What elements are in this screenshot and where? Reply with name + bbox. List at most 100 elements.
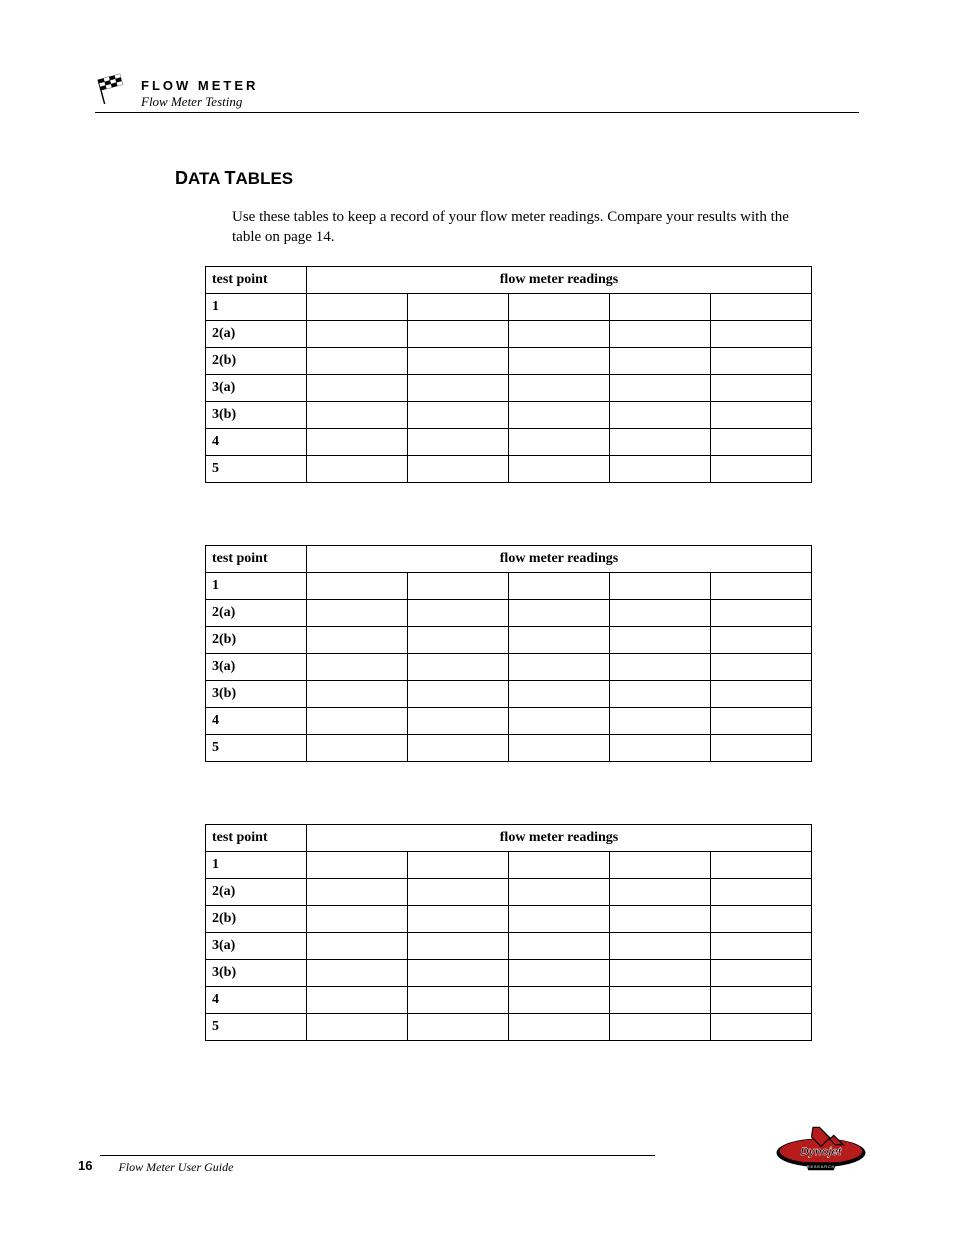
reading-cell	[408, 428, 509, 455]
page-number: 16	[78, 1158, 92, 1173]
data-table: test pointflow meter readings12(a)2(b)3(…	[205, 545, 812, 762]
table-row: 5	[206, 734, 812, 761]
dynojet-logo: Dynojet RESEARCH	[773, 1121, 869, 1175]
section-title: DATA TABLES	[175, 168, 859, 189]
reading-cell	[307, 707, 408, 734]
testpoint-label: 2(a)	[206, 320, 307, 347]
reading-cell	[711, 455, 812, 482]
reading-cell	[610, 878, 711, 905]
reading-cell	[711, 905, 812, 932]
testpoint-label: 2(b)	[206, 905, 307, 932]
testpoint-label: 5	[206, 734, 307, 761]
reading-cell	[408, 401, 509, 428]
reading-cell	[307, 1013, 408, 1040]
testpoint-label: 5	[206, 455, 307, 482]
reading-cell	[610, 734, 711, 761]
testpoint-label: 1	[206, 851, 307, 878]
reading-cell	[509, 455, 610, 482]
testpoint-label: 3(a)	[206, 653, 307, 680]
reading-cell	[610, 1013, 711, 1040]
reading-cell	[509, 851, 610, 878]
reading-cell	[307, 680, 408, 707]
reading-cell	[711, 986, 812, 1013]
data-table: test pointflow meter readings12(a)2(b)3(…	[205, 266, 812, 483]
reading-cell	[509, 320, 610, 347]
reading-cell	[307, 905, 408, 932]
testpoint-label: 2(a)	[206, 599, 307, 626]
table-row: 1	[206, 293, 812, 320]
table-row: 3(b)	[206, 401, 812, 428]
reading-cell	[610, 320, 711, 347]
reading-cell	[610, 293, 711, 320]
table-row: 3(a)	[206, 932, 812, 959]
reading-cell	[408, 986, 509, 1013]
reading-cell	[408, 374, 509, 401]
testpoint-label: 2(a)	[206, 878, 307, 905]
reading-cell	[408, 851, 509, 878]
reading-cell	[711, 932, 812, 959]
data-table: test pointflow meter readings12(a)2(b)3(…	[205, 824, 812, 1041]
testpoint-label: 3(b)	[206, 401, 307, 428]
reading-cell	[307, 878, 408, 905]
reading-cell	[408, 932, 509, 959]
reading-cell	[307, 401, 408, 428]
testpoint-label: 3(b)	[206, 959, 307, 986]
reading-cell	[711, 626, 812, 653]
reading-cell	[408, 320, 509, 347]
reading-cell	[509, 734, 610, 761]
reading-cell	[509, 959, 610, 986]
reading-cell	[610, 905, 711, 932]
table-row: 5	[206, 1013, 812, 1040]
reading-cell	[307, 653, 408, 680]
reading-cell	[509, 986, 610, 1013]
table-row: 3(a)	[206, 653, 812, 680]
reading-cell	[711, 428, 812, 455]
table-row: 1	[206, 851, 812, 878]
reading-cell	[610, 680, 711, 707]
reading-cell	[307, 599, 408, 626]
footer-rule	[100, 1155, 655, 1156]
reading-cell	[711, 374, 812, 401]
reading-cell	[509, 374, 610, 401]
reading-cell	[711, 680, 812, 707]
svg-text:Dynojet: Dynojet	[801, 1146, 843, 1158]
reading-cell	[509, 347, 610, 374]
reading-cell	[610, 374, 711, 401]
reading-cell	[509, 680, 610, 707]
table-row: 2(b)	[206, 347, 812, 374]
testpoint-label: 3(a)	[206, 374, 307, 401]
table-row: 3(b)	[206, 680, 812, 707]
reading-cell	[509, 599, 610, 626]
table-row: 2(b)	[206, 626, 812, 653]
reading-cell	[711, 401, 812, 428]
reading-cell	[408, 653, 509, 680]
reading-cell	[610, 347, 711, 374]
reading-cell	[711, 572, 812, 599]
section-intro: Use these tables to keep a record of you…	[232, 207, 799, 248]
reading-cell	[307, 734, 408, 761]
reading-cell	[610, 851, 711, 878]
testpoint-label: 3(a)	[206, 932, 307, 959]
reading-cell	[307, 932, 408, 959]
reading-cell	[610, 707, 711, 734]
reading-cell	[509, 572, 610, 599]
header-title: FLOW METER	[141, 78, 258, 93]
reading-cell	[610, 959, 711, 986]
reading-cell	[509, 932, 610, 959]
reading-cell	[408, 680, 509, 707]
reading-cell	[408, 905, 509, 932]
header-subtitle: Flow Meter Testing	[141, 94, 258, 110]
testpoint-label: 2(b)	[206, 347, 307, 374]
reading-cell	[408, 293, 509, 320]
reading-cell	[711, 959, 812, 986]
footer-guide-title: Flow Meter User Guide	[118, 1160, 655, 1175]
col-header-testpoint: test point	[206, 266, 307, 293]
reading-cell	[610, 932, 711, 959]
reading-cell	[307, 572, 408, 599]
col-header-readings: flow meter readings	[307, 545, 812, 572]
reading-cell	[711, 851, 812, 878]
reading-cell	[307, 374, 408, 401]
reading-cell	[307, 293, 408, 320]
testpoint-label: 4	[206, 428, 307, 455]
reading-cell	[307, 428, 408, 455]
